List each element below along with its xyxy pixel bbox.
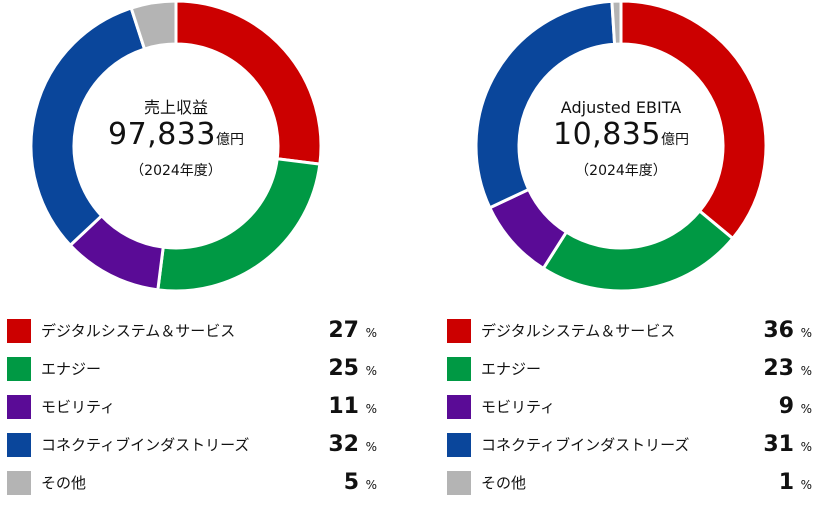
ebita-legend-swatch <box>447 357 471 381</box>
ebita-legend-item: エナジー 23% <box>447 354 812 392</box>
revenue-legend-label: モビリティ <box>41 398 116 416</box>
ebita-legend-value: 9 <box>778 394 794 419</box>
ebita-center: Adjusted EBITA 10,835億円 （2024年度） <box>521 98 721 181</box>
ebita-slice-1 <box>541 208 735 292</box>
revenue-legend-swatch <box>7 319 31 343</box>
ebita-legend-value: 31 <box>763 432 794 457</box>
ebita-legend-item: その他 1% <box>447 468 812 506</box>
ebita-center-value: 10,835億円 <box>553 117 689 152</box>
ebita-donut-chart <box>475 0 767 292</box>
ebita-legend-percent-unit: % <box>800 402 812 416</box>
revenue-legend-percent-unit: % <box>365 326 377 340</box>
revenue-legend-percent-unit: % <box>365 440 377 454</box>
ebita-legend-value: 36 <box>763 318 794 343</box>
revenue-legend-value: 27 <box>328 318 359 343</box>
ebita-legend-label: モビリティ <box>481 398 556 416</box>
revenue-center: 売上収益 97,833億円 （2024年度） <box>76 98 276 181</box>
revenue-legend-item: コネクティブインダストリーズ 32% <box>7 430 377 468</box>
revenue-legend-label: エナジー <box>41 360 102 378</box>
ebita-legend-value: 1 <box>778 470 794 495</box>
revenue-center-unit: 億円 <box>215 132 244 148</box>
revenue-legend-percent-unit: % <box>365 364 377 378</box>
ebita-legend-label: デジタルシステム＆サービス <box>481 322 676 340</box>
ebita-legend-percent-unit: % <box>800 478 812 492</box>
revenue-legend-item: デジタルシステム＆サービス 27% <box>7 316 377 354</box>
revenue-legend-swatch <box>7 395 31 419</box>
revenue-center-value: 97,833億円 <box>108 117 244 152</box>
ebita-center-unit: 億円 <box>660 132 689 148</box>
revenue-legend-swatch <box>7 433 31 457</box>
ebita-legend-percent-unit: % <box>800 364 812 378</box>
revenue-legend: デジタルシステム＆サービス 27% エナジー 25% モビリティ 11% コネクティブインダ… <box>7 316 377 506</box>
revenue-legend-value: 32 <box>328 432 359 457</box>
revenue-slice-4 <box>129 0 178 51</box>
revenue-center-label: 売上収益 <box>143 98 208 117</box>
ebita-legend-swatch <box>447 395 471 419</box>
ebita-center-label: Adjusted EBITA <box>560 98 682 117</box>
revenue-donut-chart <box>30 0 322 292</box>
ebita-legend-swatch <box>447 471 471 495</box>
ebita-slice-3 <box>475 0 617 210</box>
ebita-legend-percent-unit: % <box>800 326 812 340</box>
ebita-legend-value: 23 <box>763 356 794 381</box>
revenue-legend-label: コネクティブインダストリーズ <box>41 436 250 454</box>
revenue-legend-item: その他 5% <box>7 468 377 506</box>
ebita-legend-item: モビリティ 9% <box>447 392 812 430</box>
ebita-legend-swatch <box>447 433 471 457</box>
revenue-legend-swatch <box>7 471 31 495</box>
ebita-legend: デジタルシステム＆サービス 36% エナジー 23% モビリティ 9% コネクティブインダス… <box>447 316 812 506</box>
ebita-slice-4 <box>610 0 623 46</box>
ebita-legend-item: デジタルシステム＆サービス 36% <box>447 316 812 354</box>
revenue-legend-percent-unit: % <box>365 402 377 416</box>
revenue-center-year: （2024年度） <box>130 163 222 179</box>
ebita-legend-label: その他 <box>481 474 527 492</box>
revenue-legend-label: デジタルシステム＆サービス <box>41 322 236 340</box>
ebita-legend-label: エナジー <box>481 360 542 378</box>
ebita-center-year: （2024年度） <box>575 163 667 179</box>
revenue-legend-swatch <box>7 357 31 381</box>
revenue-legend-value: 11 <box>328 394 359 419</box>
ebita-legend-percent-unit: % <box>800 440 812 454</box>
ebita-legend-item: コネクティブインダストリーズ 31% <box>447 430 812 468</box>
revenue-legend-item: エナジー 25% <box>7 354 377 392</box>
ebita-slice-0 <box>619 0 767 241</box>
revenue-legend-item: モビリティ 11% <box>7 392 377 430</box>
revenue-legend-percent-unit: % <box>365 478 377 492</box>
revenue-legend-label: その他 <box>41 474 87 492</box>
ebita-legend-swatch <box>447 319 471 343</box>
revenue-slice-3 <box>30 6 147 248</box>
revenue-legend-value: 25 <box>328 356 359 381</box>
ebita-legend-label: コネクティブインダストリーズ <box>481 436 690 454</box>
revenue-legend-value: 5 <box>343 470 359 495</box>
